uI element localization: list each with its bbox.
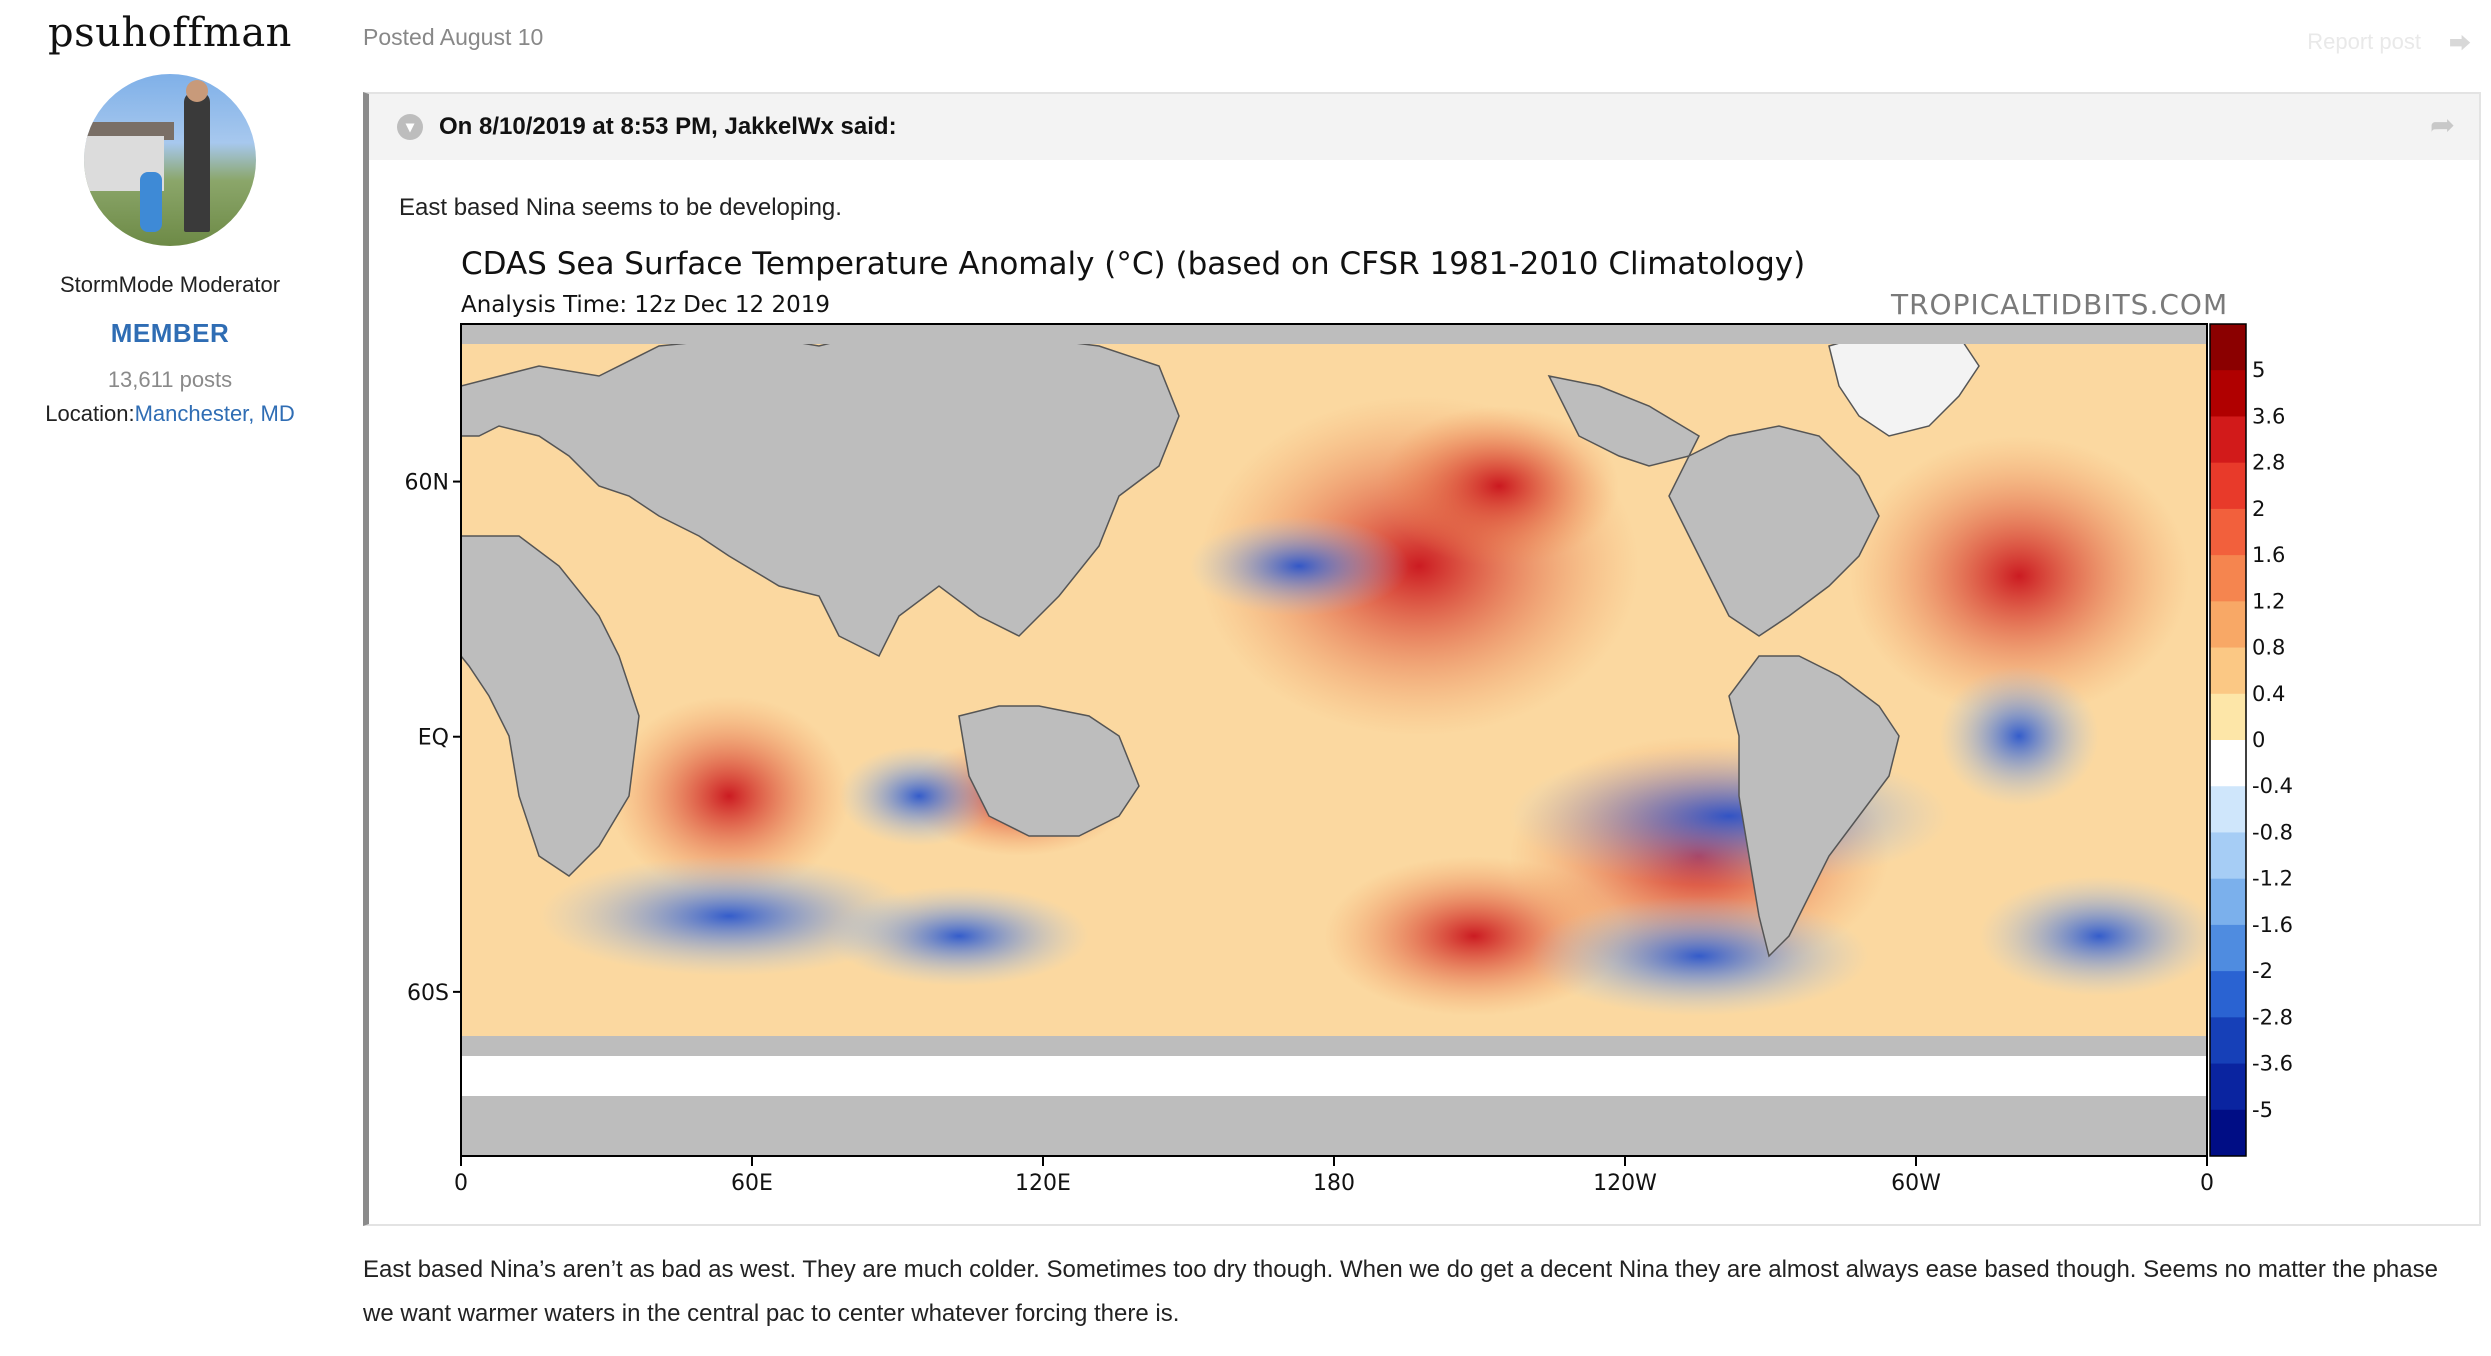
report-post-link[interactable]: Report post [2307,29,2421,54]
location-link[interactable]: Manchester, MD [134,401,295,426]
quote-text: East based Nina seems to be developing. [399,194,842,221]
colorbar-label: 1.6 [2252,543,2285,567]
author-panel: psuhoffman StormMode Moderator MEMBER 13… [0,0,340,427]
figure-subtitle: Analysis Time: 12z Dec 12 2019 [461,292,830,318]
colorbar-swatch [2210,555,2246,602]
quote-link-icon[interactable]: ➦ [2429,109,2455,142]
colorbar-swatch [2210,1109,2246,1157]
quote-header: ▾ On 8/10/2019 at 8:53 PM, JakkelWx said… [369,94,2479,160]
colorbar-border [2209,323,2247,1157]
colorbar-label: 3.6 [2252,404,2285,428]
colorbar-swatch [2210,647,2246,695]
map-plot: 0 60E 120E 180 120W 60W 0 60N EQ 60S 5 3.6 2.8 2 1.6… [405,323,2293,1194]
colorbar-swatch [2210,508,2246,556]
colorbar-label: -2 [2252,959,2273,983]
author-name[interactable]: psuhoffman [48,10,292,56]
post-body: East based Nina’s aren’t as bad as west.… [363,1256,2438,1327]
colorbar-label: -0.4 [2252,774,2293,798]
author-group: MEMBER [110,318,230,348]
author-location: Location:Manchester, MD [0,401,340,427]
y-tick-label: EQ [418,726,449,751]
x-tick-label: 60W [1891,1171,1941,1194]
x-tick-label: 180 [1313,1171,1355,1194]
colorbar-swatch [2210,924,2246,972]
colorbar-swatch [2210,971,2246,1018]
colorbar-swatch [2210,832,2246,880]
colorbar-label: 0.4 [2252,682,2285,706]
colorbar-swatch [2210,786,2246,833]
colorbar-swatch [2210,462,2246,510]
author-post-count: 13,611 posts [107,367,233,392]
sst-anomaly-map[interactable]: CDAS Sea Surface Temperature Anomaly (°C… [399,236,2327,1194]
figure-title: CDAS Sea Surface Temperature Anomaly (°C… [461,246,1806,282]
share-icon[interactable]: ⮕ [2448,31,2471,56]
colorbar-label: 0 [2252,728,2265,752]
colorbar-label: 1.2 [2252,589,2285,613]
post-tools: Report post ⮕ [2307,26,2471,58]
colorbar-label: -2.8 [2252,1005,2293,1029]
x-tick-label: 0 [2200,1171,2214,1194]
colorbar-label: 0.8 [2252,636,2285,660]
quote-block: ▾ On 8/10/2019 at 8:53 PM, JakkelWx said… [363,92,2481,1226]
colorbar-label: -5 [2252,1098,2273,1122]
y-tick-label: 60N [405,471,449,496]
colorbar-label: -1.2 [2252,867,2293,891]
colorbar-swatch [2210,601,2246,649]
author-title: StormMode Moderator [59,272,281,297]
colorbar-swatch [2210,324,2246,371]
x-tick-label: 60E [731,1171,773,1194]
x-tick-label: 0 [454,1171,468,1194]
colorbar-swatch [2210,370,2246,417]
collapse-icon[interactable]: ▾ [397,114,423,140]
colorbar-swatch [2210,1017,2246,1065]
colorbar-swatch [2210,1063,2246,1111]
figure-brand: TROPICALTIDBITS.COM [1891,288,2229,321]
location-label: Location: [45,401,135,426]
colorbar-swatch [2210,416,2246,464]
colorbar-swatch [2210,740,2246,787]
colorbar-label: 2.8 [2252,451,2285,475]
y-tick-label: 60S [407,981,449,1006]
avatar[interactable] [84,74,256,246]
colorbar-label: -3.6 [2252,1052,2293,1076]
quote-attribution[interactable]: On 8/10/2019 at 8:53 PM, JakkelWx said: [439,113,897,140]
colorbar-swatch [2210,693,2246,741]
x-tick-label: 120E [1015,1171,1071,1194]
x-tick-label: 120W [1593,1171,1657,1194]
colorbar-label: 2 [2252,497,2265,521]
colorbar-label: 5 [2252,358,2265,382]
post-date[interactable]: Posted August 10 [363,24,544,50]
colorbar-swatch [2210,878,2246,926]
colorbar-label: -1.6 [2252,913,2293,937]
colorbar-label: -0.8 [2252,820,2293,844]
